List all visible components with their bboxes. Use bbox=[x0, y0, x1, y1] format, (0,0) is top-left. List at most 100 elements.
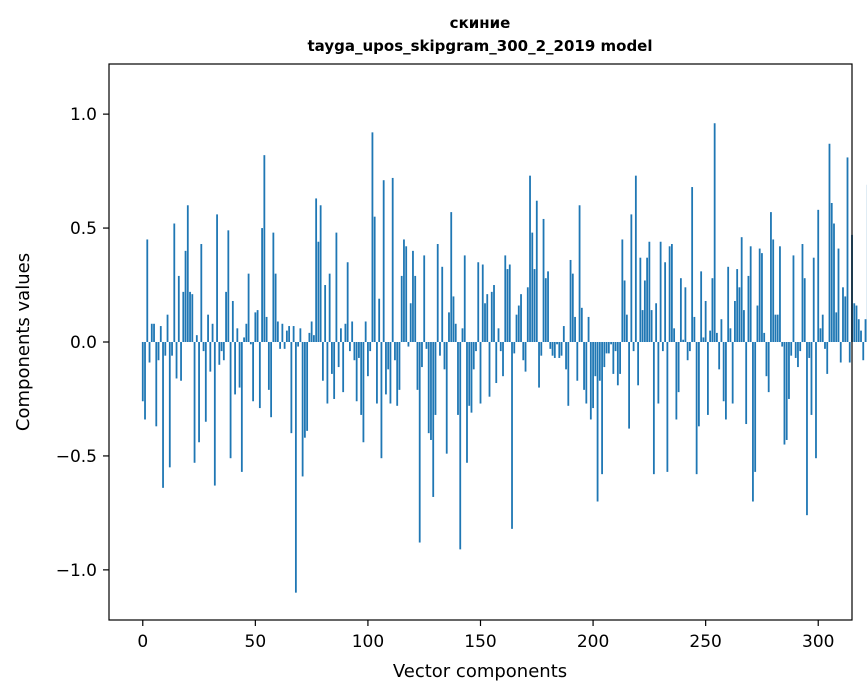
bar-6 bbox=[155, 342, 158, 427]
bar-278 bbox=[767, 342, 770, 393]
bar-186 bbox=[560, 342, 563, 356]
plot-frame bbox=[108, 63, 853, 621]
bar-293 bbox=[801, 244, 804, 342]
bar-217 bbox=[630, 214, 633, 342]
bar-73 bbox=[306, 342, 309, 431]
x-tick-label: 0 bbox=[137, 632, 148, 652]
bar-203 bbox=[598, 342, 601, 381]
bar-261 bbox=[729, 328, 732, 342]
bar-141 bbox=[459, 342, 462, 550]
bar-208 bbox=[610, 342, 612, 345]
bar-209 bbox=[612, 342, 615, 374]
bar-102 bbox=[371, 132, 374, 342]
bar-21 bbox=[189, 291, 191, 342]
bar-174 bbox=[533, 269, 536, 342]
bar-306 bbox=[830, 203, 833, 342]
bar-40 bbox=[231, 300, 234, 342]
bar-280 bbox=[772, 239, 775, 342]
bar-321 bbox=[864, 319, 867, 342]
bar-120 bbox=[412, 250, 414, 342]
bar-70 bbox=[299, 328, 302, 342]
bar-212 bbox=[619, 342, 621, 374]
bar-169 bbox=[522, 342, 525, 361]
bar-161 bbox=[504, 255, 507, 342]
bar-200 bbox=[592, 342, 594, 409]
bar-140 bbox=[457, 342, 459, 415]
bar-163 bbox=[508, 264, 511, 342]
bar-305 bbox=[828, 143, 831, 342]
chart-title-line1: скиние bbox=[450, 14, 511, 32]
bar-36 bbox=[222, 342, 225, 361]
bar-19 bbox=[184, 250, 187, 342]
bar-89 bbox=[342, 342, 345, 393]
bar-164 bbox=[511, 342, 513, 529]
bar-86 bbox=[335, 232, 338, 342]
bar-97 bbox=[360, 342, 363, 415]
bar-291 bbox=[797, 342, 799, 368]
bar-303 bbox=[824, 342, 826, 349]
bar-187 bbox=[562, 326, 565, 342]
bar-314 bbox=[848, 342, 851, 363]
bar-152 bbox=[484, 303, 486, 342]
bar-10 bbox=[164, 342, 167, 356]
bar-45 bbox=[243, 337, 245, 342]
y-tick-label: −0.5 bbox=[56, 447, 97, 467]
bar-254 bbox=[713, 123, 716, 342]
bar-9 bbox=[162, 342, 164, 488]
bar-264 bbox=[736, 269, 739, 342]
bar-235 bbox=[670, 244, 673, 342]
bar-238 bbox=[677, 342, 680, 393]
bar-276 bbox=[763, 332, 766, 342]
bar-190 bbox=[569, 259, 572, 342]
bar-127 bbox=[427, 342, 430, 434]
bar-101 bbox=[369, 342, 372, 352]
bar-4 bbox=[150, 323, 153, 342]
bar-7 bbox=[157, 342, 160, 361]
bar-184 bbox=[556, 342, 558, 345]
bar-268 bbox=[745, 342, 748, 425]
bar-42 bbox=[236, 328, 239, 342]
bar-65 bbox=[288, 326, 291, 342]
bar-142 bbox=[461, 328, 464, 342]
bar-313 bbox=[846, 157, 849, 342]
bar-35 bbox=[220, 342, 223, 352]
bar-265 bbox=[738, 287, 741, 342]
bar-39 bbox=[229, 342, 232, 459]
bar-177 bbox=[540, 342, 543, 356]
bar-176 bbox=[538, 342, 540, 388]
bar-126 bbox=[425, 342, 428, 349]
bar-182 bbox=[551, 342, 554, 356]
bar-63 bbox=[283, 342, 286, 349]
bar-277 bbox=[765, 342, 768, 377]
bar-317 bbox=[855, 305, 858, 342]
bar-99 bbox=[364, 321, 367, 342]
bar-292 bbox=[799, 342, 802, 352]
bar-145 bbox=[468, 342, 471, 406]
bar-271 bbox=[752, 342, 754, 502]
bar-222 bbox=[641, 310, 644, 342]
bar-53 bbox=[261, 228, 263, 342]
bar-0 bbox=[141, 342, 144, 402]
bar-207 bbox=[607, 342, 610, 354]
x-tick-label: 150 bbox=[464, 632, 496, 652]
bar-258 bbox=[722, 342, 725, 402]
bar-259 bbox=[725, 342, 727, 420]
bar-1 bbox=[144, 342, 146, 420]
bar-108 bbox=[385, 342, 387, 395]
bar-234 bbox=[668, 246, 671, 342]
bar-24 bbox=[195, 335, 198, 342]
bar-41 bbox=[234, 342, 236, 395]
chart-title-line2: tayga_upos_skipgram_300_2_2019 model bbox=[308, 37, 653, 55]
bar-156 bbox=[493, 285, 495, 342]
bar-266 bbox=[740, 237, 743, 342]
bar-302 bbox=[821, 314, 824, 342]
bar-129 bbox=[432, 342, 435, 497]
bar-166 bbox=[515, 314, 518, 342]
bar-211 bbox=[616, 342, 619, 386]
bar-247 bbox=[698, 342, 700, 427]
bar-281 bbox=[774, 314, 777, 342]
bar-50 bbox=[254, 312, 257, 342]
bar-284 bbox=[781, 342, 784, 347]
bar-44 bbox=[240, 342, 243, 472]
bar-319 bbox=[860, 330, 862, 342]
